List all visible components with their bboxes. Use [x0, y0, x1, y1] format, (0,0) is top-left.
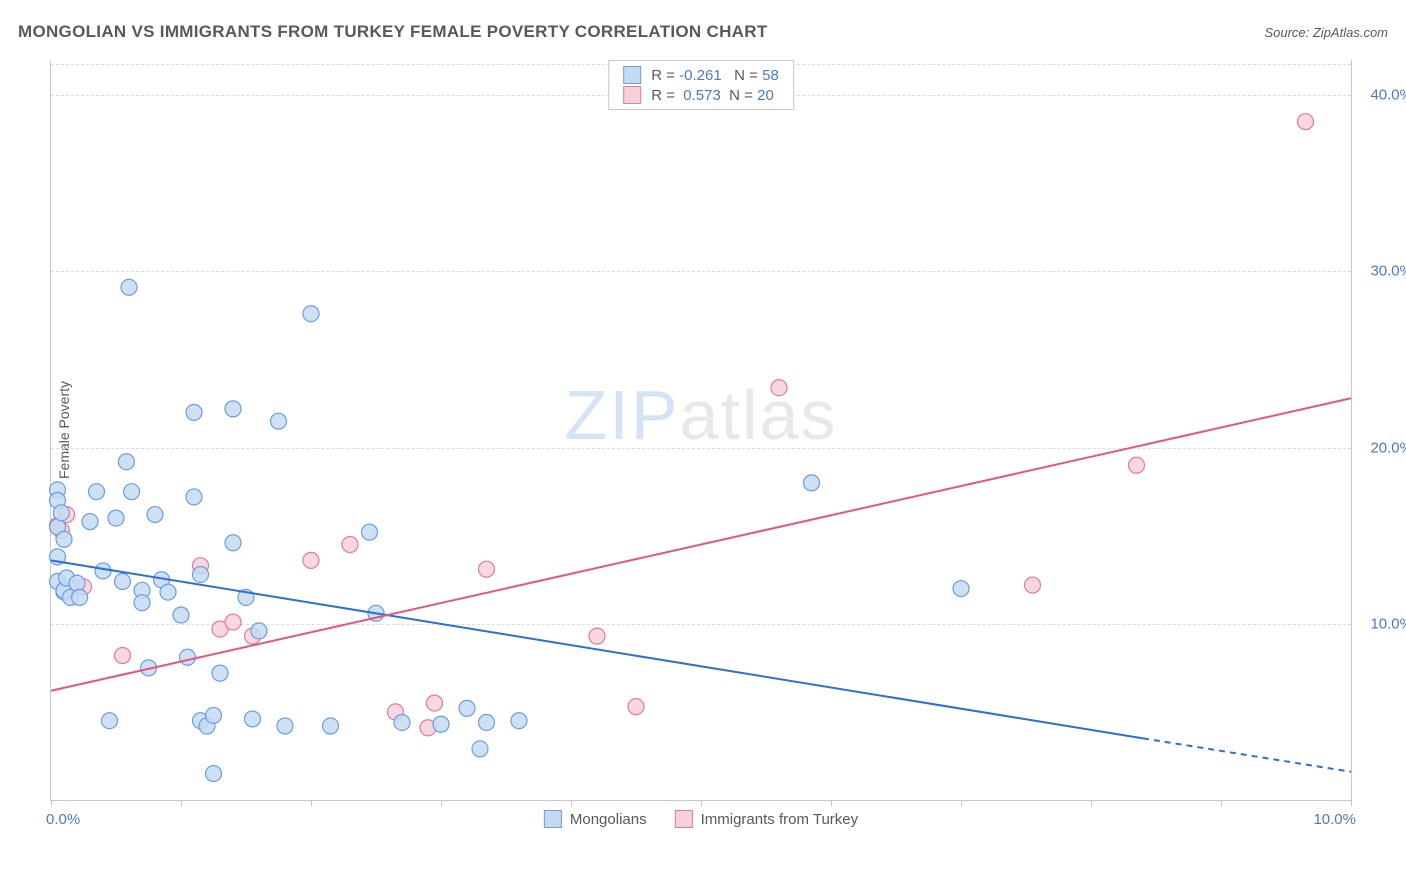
legend-item: Mongolians: [544, 810, 647, 828]
data-point: [479, 714, 495, 730]
x-tick: [571, 800, 572, 806]
trend-line: [51, 398, 1351, 690]
x-tick: [831, 800, 832, 806]
data-point: [394, 714, 410, 730]
legend-label: Mongolians: [570, 811, 647, 828]
data-point: [472, 741, 488, 757]
x-tick: [1221, 800, 1222, 806]
data-point: [251, 623, 267, 639]
data-point: [108, 510, 124, 526]
data-point: [771, 380, 787, 396]
legend-swatch: [675, 810, 693, 828]
x-tick: [701, 800, 702, 806]
x-tick: [51, 800, 52, 806]
data-point: [72, 589, 88, 605]
chart-svg: [51, 60, 1351, 800]
x-tick: [961, 800, 962, 806]
data-point: [186, 489, 202, 505]
data-point: [511, 713, 527, 729]
data-point: [69, 575, 85, 591]
data-point: [124, 484, 140, 500]
x-tick: [181, 800, 182, 806]
data-point: [953, 581, 969, 597]
data-point: [459, 700, 475, 716]
data-point: [303, 552, 319, 568]
correlation-legend: R = -0.261 N = 58 R = 0.573 N = 20: [608, 60, 794, 110]
data-point: [271, 413, 287, 429]
legend-item: Immigrants from Turkey: [675, 810, 859, 828]
data-point: [115, 574, 131, 590]
data-point: [362, 524, 378, 540]
data-point: [1025, 577, 1041, 593]
data-point: [804, 475, 820, 491]
trend-line-extrapolated: [1143, 738, 1351, 771]
plot-area: ZIPatlas Female Poverty 10.0%20.0%30.0%4…: [50, 60, 1352, 801]
data-point: [193, 566, 209, 582]
legend-swatch: [623, 66, 641, 84]
y-tick-label: 10.0%: [1358, 615, 1406, 632]
data-point: [121, 279, 137, 295]
data-point: [82, 514, 98, 530]
data-point: [1298, 114, 1314, 130]
data-point: [160, 584, 176, 600]
data-point: [225, 614, 241, 630]
x-tick: [311, 800, 312, 806]
chart-title: MONGOLIAN VS IMMIGRANTS FROM TURKEY FEMA…: [18, 22, 768, 42]
data-point: [173, 607, 189, 623]
x-tick-label-min: 0.0%: [46, 811, 80, 828]
y-tick-label: 30.0%: [1358, 263, 1406, 280]
legend-swatch: [544, 810, 562, 828]
data-point: [186, 404, 202, 420]
data-point: [277, 718, 293, 734]
header: MONGOLIAN VS IMMIGRANTS FROM TURKEY FEMA…: [18, 22, 1388, 42]
series-legend: Mongolians Immigrants from Turkey: [544, 810, 858, 828]
legend-swatch: [623, 86, 641, 104]
x-tick: [441, 800, 442, 806]
data-point: [134, 595, 150, 611]
data-point: [245, 711, 261, 727]
data-point: [589, 628, 605, 644]
data-point: [118, 454, 134, 470]
data-point: [115, 648, 131, 664]
data-point: [225, 535, 241, 551]
legend-row: R = 0.573 N = 20: [623, 85, 779, 105]
data-point: [323, 718, 339, 734]
data-point: [427, 695, 443, 711]
data-point: [56, 531, 72, 547]
data-point: [53, 505, 69, 521]
data-point: [180, 649, 196, 665]
data-point: [206, 766, 222, 782]
data-point: [342, 537, 358, 553]
data-point: [95, 563, 111, 579]
source-label: Source: ZipAtlas.com: [1264, 25, 1388, 40]
data-point: [225, 401, 241, 417]
data-point: [479, 561, 495, 577]
legend-row: R = -0.261 N = 58: [623, 65, 779, 85]
x-tick: [1351, 800, 1352, 806]
data-point: [102, 713, 118, 729]
x-tick-label-max: 10.0%: [1313, 811, 1356, 828]
legend-text: R = 0.573 N = 20: [651, 87, 774, 104]
data-point: [89, 484, 105, 500]
legend-label: Immigrants from Turkey: [701, 811, 859, 828]
data-point: [628, 699, 644, 715]
data-point: [147, 507, 163, 523]
data-point: [1129, 457, 1145, 473]
data-point: [303, 306, 319, 322]
y-tick-label: 40.0%: [1358, 87, 1406, 104]
data-point: [433, 716, 449, 732]
data-point: [206, 707, 222, 723]
x-tick: [1091, 800, 1092, 806]
legend-text: R = -0.261 N = 58: [651, 67, 779, 84]
data-point: [212, 665, 228, 681]
y-tick-label: 20.0%: [1358, 439, 1406, 456]
